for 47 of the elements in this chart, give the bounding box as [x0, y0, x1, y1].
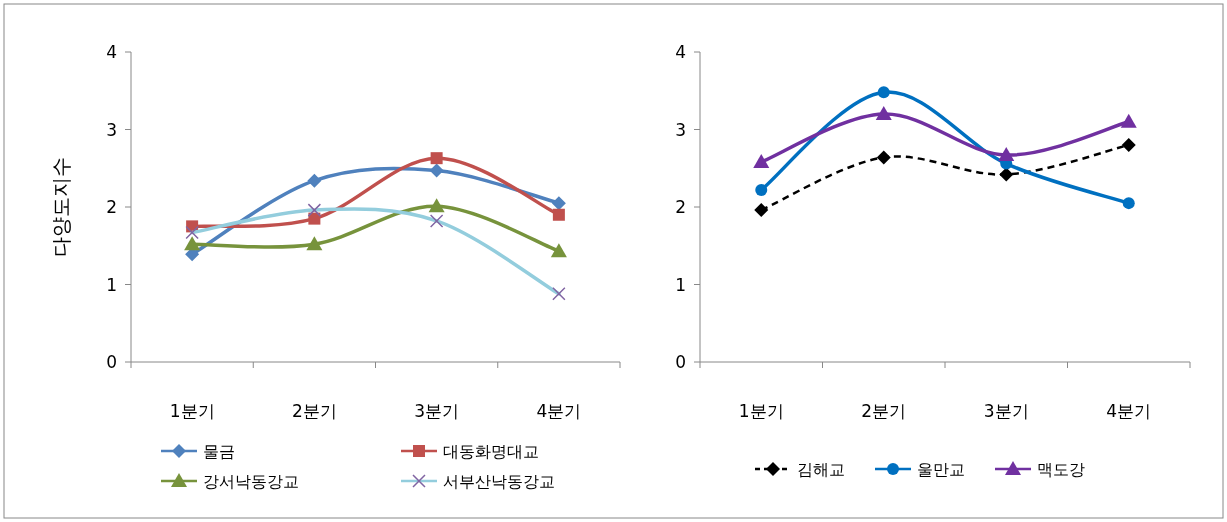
y-tick-label: 2: [675, 197, 686, 217]
point: [307, 173, 322, 188]
y-tick-label: 2: [106, 197, 117, 217]
y-tick-label: 0: [675, 352, 686, 372]
point: [306, 236, 323, 251]
x-tick-label: 1분기: [169, 401, 215, 421]
x-tick-label: 3분기: [414, 401, 460, 421]
y-tick-label: 3: [675, 119, 686, 140]
x-tick-label: 2분기: [861, 401, 907, 421]
point: [430, 152, 443, 165]
point: [998, 147, 1015, 162]
point: [754, 203, 769, 218]
point: [1122, 197, 1135, 210]
point: [875, 106, 892, 120]
y-tick-label: 4: [106, 42, 117, 62]
legend-label: 서부산낙동강교: [443, 472, 555, 491]
y-tick-label: 0: [106, 352, 117, 372]
point: [428, 198, 445, 213]
point: [184, 236, 201, 251]
point: [877, 86, 890, 99]
point: [999, 167, 1014, 182]
point: [876, 150, 891, 165]
y-tick-label: 4: [675, 42, 686, 62]
point: [1121, 138, 1136, 152]
legend-label: 강서낙동강교: [203, 472, 299, 491]
legend-label: 울만교: [917, 460, 965, 479]
x-tick-label: 4분기: [1106, 401, 1152, 421]
y-tick-label: 1: [675, 274, 686, 295]
point: [1120, 113, 1137, 128]
point: [551, 196, 566, 211]
point: [308, 212, 321, 225]
y-tick-label: 3: [106, 119, 117, 140]
legend-label: 대동화명대교: [443, 442, 539, 461]
point: [550, 243, 567, 258]
x-tick-label: 3분기: [983, 401, 1029, 421]
y-tick-label: 1: [106, 274, 117, 295]
legend-label: 맥도강: [1037, 460, 1085, 479]
x-tick-label: 2분기: [291, 401, 337, 421]
x-tick-label: 4분기: [536, 401, 582, 421]
y-axis-title: 다양도지수: [49, 157, 73, 257]
point: [552, 208, 565, 221]
x-tick-label: 1분기: [738, 401, 784, 421]
point: [753, 154, 770, 169]
point: [755, 183, 768, 196]
legend-label: 김해교: [797, 460, 845, 479]
legend-label: 물금: [203, 442, 235, 461]
point: [429, 163, 444, 178]
